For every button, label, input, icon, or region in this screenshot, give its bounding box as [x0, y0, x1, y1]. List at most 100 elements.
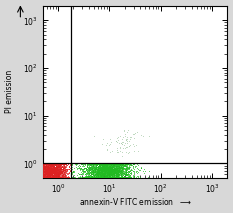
Point — [108, 169, 112, 172]
Point — [113, 171, 117, 174]
Point — [126, 162, 130, 166]
Point — [51, 174, 55, 177]
Point — [41, 174, 45, 177]
Point — [110, 162, 113, 166]
Point — [41, 176, 45, 179]
Point — [62, 162, 65, 166]
Point — [102, 167, 106, 170]
Point — [109, 170, 113, 173]
Point — [101, 162, 104, 166]
Point — [92, 164, 96, 168]
Point — [63, 173, 66, 177]
Point — [49, 163, 53, 166]
Point — [108, 176, 111, 179]
Point — [50, 162, 54, 166]
Point — [81, 162, 85, 166]
Point — [100, 170, 104, 174]
Point — [119, 176, 123, 179]
Point — [49, 170, 52, 173]
Point — [113, 171, 116, 174]
Point — [96, 176, 99, 179]
Point — [48, 169, 52, 172]
Point — [79, 173, 83, 176]
Point — [93, 162, 96, 166]
Point — [88, 169, 91, 172]
Point — [119, 173, 123, 177]
Point — [114, 176, 118, 179]
Point — [43, 162, 47, 166]
Point — [101, 168, 105, 171]
Point — [50, 173, 54, 176]
Point — [112, 165, 115, 169]
Point — [53, 162, 57, 166]
Point — [113, 167, 117, 171]
Point — [102, 167, 106, 171]
Point — [50, 168, 54, 171]
Point — [83, 166, 87, 170]
Point — [115, 168, 118, 171]
Point — [114, 172, 118, 176]
Point — [109, 165, 112, 168]
Point — [91, 162, 94, 166]
Point — [45, 170, 48, 174]
Point — [55, 169, 58, 173]
Point — [45, 162, 49, 166]
Point — [110, 174, 113, 178]
Point — [43, 162, 47, 166]
Point — [114, 176, 118, 179]
Point — [108, 176, 112, 179]
Point — [112, 162, 116, 166]
Point — [54, 176, 57, 179]
Point — [68, 163, 72, 167]
Point — [41, 163, 45, 166]
Point — [92, 172, 96, 176]
Point — [116, 173, 119, 177]
Point — [47, 163, 51, 167]
Point — [96, 162, 100, 166]
Point — [50, 172, 54, 175]
Point — [57, 172, 61, 176]
Point — [53, 162, 57, 166]
Point — [90, 172, 94, 176]
Point — [44, 165, 48, 168]
Point — [94, 162, 98, 166]
Point — [90, 171, 93, 174]
Point — [41, 170, 45, 174]
Point — [53, 167, 57, 171]
Point — [61, 171, 64, 175]
Point — [117, 165, 120, 169]
Point — [111, 172, 114, 176]
Point — [41, 168, 45, 172]
Point — [111, 162, 115, 166]
Point — [48, 167, 52, 170]
Point — [128, 173, 131, 177]
Point — [89, 170, 93, 173]
Point — [102, 162, 106, 166]
Point — [47, 171, 51, 174]
Point — [57, 175, 60, 178]
Point — [97, 164, 101, 168]
Point — [49, 173, 53, 176]
Point — [48, 166, 51, 169]
Point — [50, 173, 54, 176]
Point — [114, 162, 118, 166]
Point — [47, 168, 50, 171]
Point — [114, 167, 118, 170]
Point — [47, 166, 51, 170]
Point — [57, 171, 61, 175]
Point — [89, 174, 93, 177]
Point — [41, 169, 45, 173]
Point — [54, 173, 58, 177]
Point — [47, 176, 50, 179]
Point — [49, 162, 52, 166]
Point — [54, 166, 58, 169]
Point — [132, 170, 136, 174]
Point — [105, 163, 109, 166]
Point — [53, 169, 57, 172]
Point — [90, 176, 94, 179]
Point — [125, 166, 129, 170]
Point — [45, 173, 48, 177]
Point — [51, 166, 55, 170]
Point — [66, 162, 70, 166]
Point — [53, 167, 57, 171]
